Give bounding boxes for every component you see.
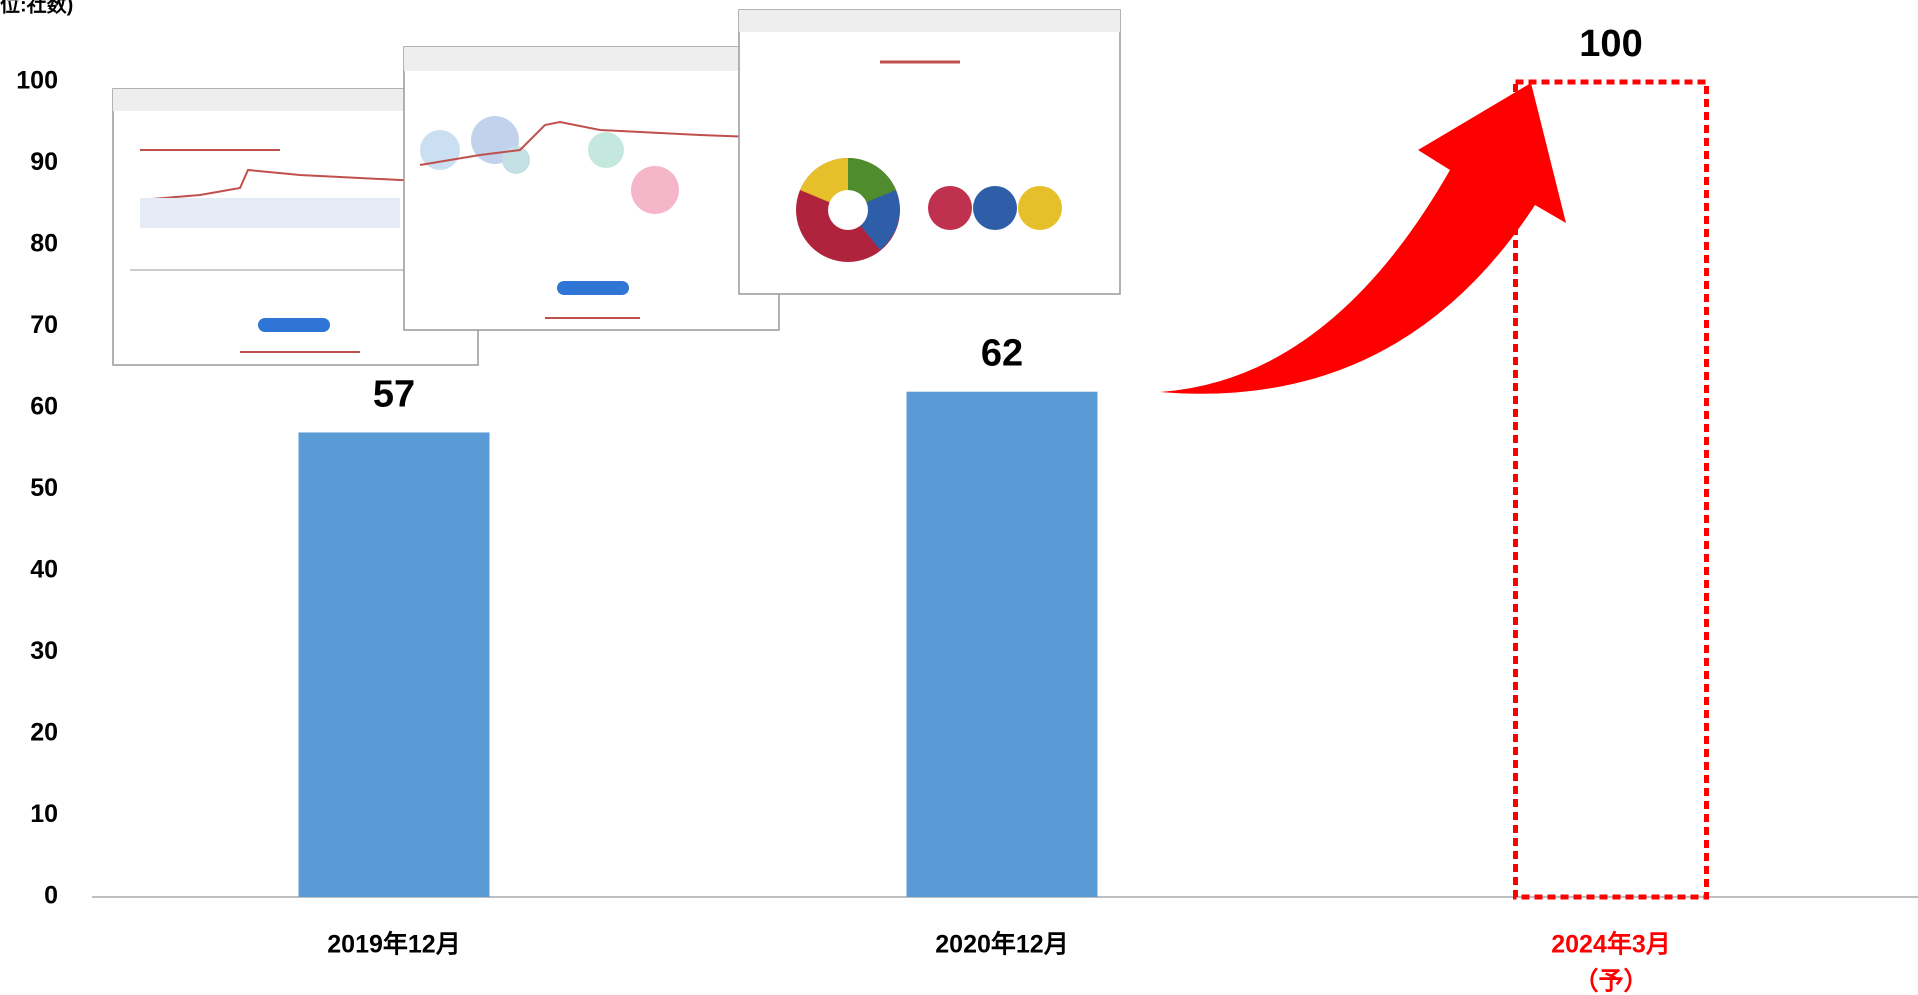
screenshot-3	[739, 10, 1120, 294]
y-tick-label: 50	[30, 474, 58, 502]
value-label: 100	[1579, 23, 1642, 65]
y-tick-label: 30	[30, 637, 58, 665]
chart: 位:社数) 0102030405060708090100201	[0, 0, 1918, 995]
screenshot-2	[404, 47, 779, 330]
y-tick-label: 0	[44, 882, 58, 910]
growth-arrow	[1160, 83, 1566, 394]
y-tick-label: 40	[30, 556, 58, 584]
forecast-note: （予）	[1573, 967, 1648, 995]
y-tick-label: 10	[30, 800, 58, 828]
x-tick-label: 2024年3月	[1551, 930, 1671, 959]
y-tick-label: 70	[30, 311, 58, 339]
y-tick-label: 60	[30, 393, 58, 421]
y-tick-label: 20	[30, 719, 58, 747]
value-label: 62	[981, 333, 1023, 375]
x-tick-label: 2020年12月	[935, 930, 1068, 959]
bar	[907, 392, 1098, 897]
unit-label: 位:社数)	[0, 0, 73, 16]
x-tick-label: 2019年12月	[327, 930, 460, 959]
value-label: 57	[373, 373, 415, 415]
y-tick-label: 90	[30, 148, 58, 176]
y-tick-label: 100	[16, 67, 58, 95]
y-tick-label: 80	[30, 230, 58, 258]
bar	[299, 432, 490, 897]
